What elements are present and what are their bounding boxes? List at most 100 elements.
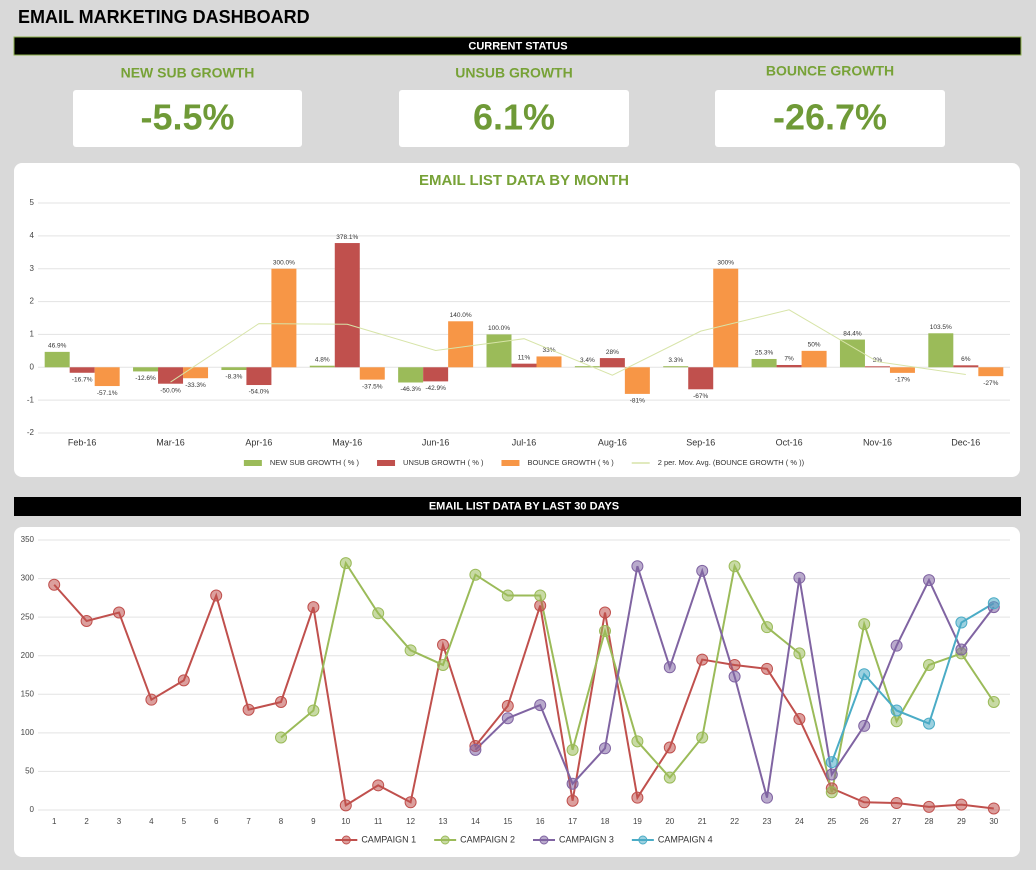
bar — [398, 367, 424, 383]
point — [890, 715, 903, 728]
point — [501, 712, 514, 725]
point — [566, 794, 579, 807]
point — [177, 674, 190, 687]
dashboard-title: EMAIL MARKETING DASHBOARD — [18, 7, 310, 27]
point — [372, 779, 385, 792]
point — [339, 557, 352, 570]
point — [858, 668, 871, 681]
point — [566, 777, 579, 790]
legend-label: CAMPAIGN 3 — [559, 834, 614, 844]
data-label: 50% — [808, 342, 821, 349]
x-tick-label: 19 — [633, 817, 642, 826]
legend-swatch — [341, 835, 351, 845]
legend-label: CAMPAIGN 4 — [658, 834, 713, 844]
x-tick-label: 7 — [246, 817, 251, 826]
bar — [133, 367, 159, 372]
point — [793, 571, 806, 584]
data-label: 28% — [606, 349, 619, 356]
x-tick-label: 27 — [892, 817, 901, 826]
data-label: 7% — [784, 356, 794, 363]
y-tick-label: 200 — [21, 651, 35, 660]
x-tick-label: 20 — [665, 817, 674, 826]
kpi-value: -5.5% — [140, 97, 234, 138]
section-bar — [13, 36, 1022, 56]
bar — [221, 367, 247, 371]
bar — [158, 367, 184, 384]
data-label: -42.9% — [425, 385, 446, 392]
point — [501, 589, 514, 602]
point — [631, 560, 644, 573]
point — [761, 621, 773, 634]
data-label: 378.1% — [336, 234, 358, 241]
x-tick-label: Mar-16 — [156, 437, 185, 447]
data-label: -17% — [895, 377, 910, 384]
x-tick-label: 22 — [730, 817, 739, 826]
point — [48, 578, 61, 591]
x-tick-label: 15 — [503, 817, 512, 826]
point — [825, 756, 838, 769]
kpi-label: UNSUB GROWTH — [455, 65, 572, 81]
point — [599, 742, 611, 755]
x-tick-label: Aug-16 — [598, 437, 627, 447]
bar — [309, 365, 335, 368]
data-label: 3% — [873, 357, 883, 364]
point — [728, 560, 741, 573]
x-tick-label: 12 — [406, 817, 415, 826]
y-tick-label: 5 — [30, 198, 35, 207]
x-tick-label: Apr-16 — [245, 437, 272, 447]
point — [469, 743, 482, 756]
x-tick-label: 5 — [182, 817, 187, 826]
x-tick-label: 8 — [279, 817, 284, 826]
point — [339, 799, 352, 812]
y-tick-label: 0 — [30, 362, 35, 371]
x-tick-label: 9 — [311, 817, 316, 826]
y-tick-label: 1 — [30, 330, 35, 339]
x-tick-label: 1 — [52, 817, 57, 826]
bar — [776, 364, 802, 368]
bar — [359, 367, 385, 380]
data-label: 33% — [542, 347, 555, 354]
chart-title: EMAIL LIST DATA BY LAST 30 DAYS — [429, 500, 619, 512]
bar — [928, 333, 954, 368]
chart-title: EMAIL LIST DATA BY MONTH — [419, 172, 629, 189]
point — [113, 606, 125, 619]
x-tick-label: 24 — [795, 817, 804, 826]
point — [696, 731, 709, 744]
point — [404, 644, 417, 657]
data-label: 100.0% — [488, 325, 510, 332]
x-tick-label: 14 — [471, 817, 480, 826]
point — [242, 703, 255, 716]
x-tick-label: 23 — [763, 817, 772, 826]
data-label: 6% — [961, 356, 971, 363]
bar — [889, 367, 915, 373]
y-tick-label: 350 — [21, 535, 35, 544]
legend-swatch — [638, 835, 648, 845]
point — [761, 791, 773, 804]
x-tick-label: Jun-16 — [422, 437, 450, 447]
point — [501, 699, 514, 712]
data-label: 3.4% — [580, 357, 595, 364]
x-tick-label: 18 — [601, 817, 610, 826]
point — [987, 696, 1000, 708]
point — [825, 786, 838, 799]
legend-label: CAMPAIGN 1 — [361, 834, 416, 844]
y-tick-label: 3 — [30, 264, 35, 273]
data-label: 3.3% — [668, 357, 683, 364]
x-tick-label: 16 — [536, 817, 545, 826]
bar — [953, 365, 979, 368]
point — [534, 699, 547, 712]
x-tick-label: 13 — [439, 817, 448, 826]
x-tick-label: Nov-16 — [863, 437, 892, 447]
point — [923, 574, 935, 587]
bar — [44, 351, 70, 368]
legend-swatch — [243, 460, 262, 466]
point — [469, 568, 482, 581]
point — [275, 731, 287, 744]
kpi-value: 6.1% — [473, 97, 555, 138]
point — [404, 796, 417, 809]
x-tick-label: 4 — [149, 817, 154, 826]
x-tick-label: 10 — [341, 817, 350, 826]
bar — [69, 367, 95, 373]
x-tick-label: 30 — [989, 817, 998, 826]
y-tick-label: 0 — [30, 805, 35, 814]
